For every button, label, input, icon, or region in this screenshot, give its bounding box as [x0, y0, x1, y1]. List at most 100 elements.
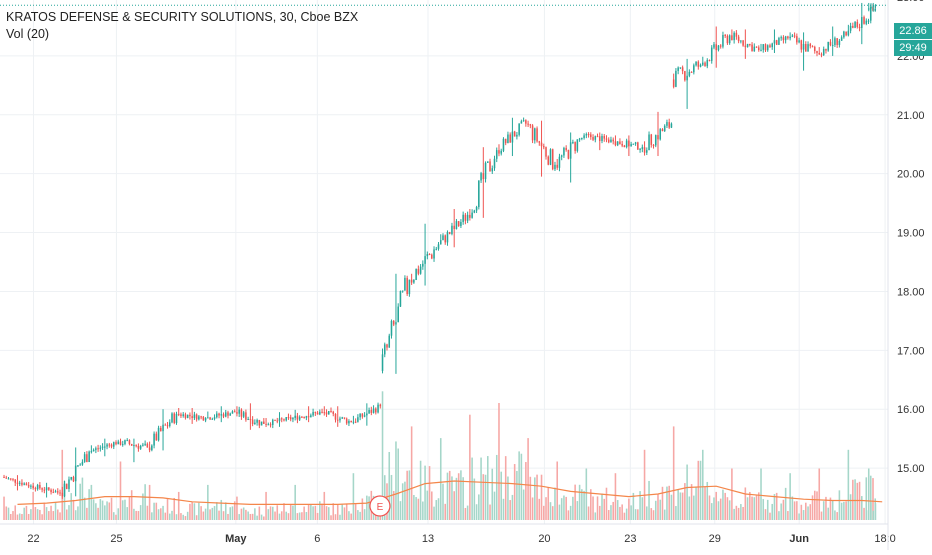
volume-bar — [643, 449, 646, 520]
candle-body — [632, 143, 635, 145]
candle-body — [36, 485, 39, 490]
candle-body — [587, 134, 590, 136]
candle-body — [670, 123, 673, 128]
volume-bar — [681, 492, 684, 520]
candle-body — [749, 43, 751, 45]
volume-bar — [675, 506, 677, 520]
candle-body — [135, 445, 137, 447]
volume-bar — [487, 456, 489, 520]
volume-bar — [106, 501, 108, 520]
volume-bar — [740, 504, 742, 520]
candle-body — [14, 479, 17, 483]
candle-body — [104, 446, 106, 448]
volume-bar — [222, 511, 225, 520]
candle-body — [578, 138, 581, 140]
candle-body — [106, 444, 108, 447]
candle-body — [775, 40, 778, 45]
candle-body — [852, 25, 854, 28]
candle-body — [742, 40, 744, 46]
volume-bar — [352, 473, 355, 520]
candle-body — [596, 136, 599, 138]
candle-body — [493, 158, 496, 169]
candle-body — [661, 129, 664, 132]
volume-bar — [475, 504, 478, 520]
candle-body — [498, 150, 500, 154]
candle-body — [509, 134, 511, 143]
candle-body — [576, 139, 579, 151]
volume-bar — [594, 512, 597, 520]
volume-bar — [726, 497, 729, 520]
volume-bar — [45, 507, 48, 520]
candle-body — [491, 168, 494, 172]
candle-body — [258, 419, 261, 426]
volume-bar — [607, 510, 610, 520]
volume-bar — [731, 468, 733, 520]
volume-bar — [567, 510, 570, 520]
candle-body — [263, 421, 265, 424]
candle-body — [348, 420, 350, 424]
earnings-marker[interactable]: E — [369, 495, 391, 517]
volume-bar — [762, 499, 765, 520]
candle-body — [204, 418, 207, 421]
candle-body — [719, 45, 722, 47]
volume-bar — [469, 414, 471, 520]
price-axis-label: 23.00 — [897, 0, 925, 4]
volume-bar — [101, 500, 104, 520]
volume-bar — [160, 508, 162, 520]
candle-body — [460, 221, 462, 226]
volume-bar — [585, 468, 588, 520]
price-axis-label: 16.00 — [897, 404, 925, 416]
volume-bar — [869, 475, 872, 520]
symbol-title[interactable]: KRATOS DEFENSE & SECURITY SOLUTIONS, 30,… — [6, 10, 359, 24]
candle-body — [198, 416, 200, 420]
candle-body — [287, 417, 290, 419]
candle-body — [251, 419, 254, 424]
volume-bar — [818, 468, 821, 520]
volume-bar — [742, 506, 744, 520]
volume-bar — [18, 513, 21, 520]
volume-bar — [209, 509, 211, 520]
candle-body — [854, 22, 856, 28]
date-axis-label: 22 — [27, 533, 39, 545]
volume-bar — [70, 493, 73, 520]
volume-bar — [672, 426, 675, 520]
last-price-tag: 22.86 — [894, 23, 932, 39]
volume-bar — [646, 506, 648, 520]
volume-bar — [27, 513, 30, 520]
volume-bar — [838, 490, 841, 520]
candle-body — [245, 412, 247, 420]
volume-indicator-label[interactable]: Vol (20) — [6, 27, 50, 41]
candle-body — [260, 421, 263, 426]
volume-bar — [435, 500, 438, 520]
candle-body — [289, 417, 292, 420]
volume-bar — [23, 507, 25, 520]
volume-bar — [771, 503, 773, 520]
volume-bar — [39, 509, 41, 520]
date-axis-label: May — [225, 533, 247, 545]
candle-body — [330, 410, 332, 412]
price-axis-label: 20.00 — [897, 169, 925, 181]
volume-bar — [757, 492, 760, 520]
candle-body — [637, 142, 639, 150]
date-axis-label: 6 — [314, 533, 320, 545]
candle-body — [639, 148, 641, 150]
volume-bar — [171, 510, 173, 520]
candle-body — [619, 141, 621, 144]
volume-bar — [314, 505, 317, 520]
candle-body — [628, 140, 630, 147]
volume-bar — [872, 478, 874, 520]
volume-bar — [715, 491, 718, 520]
candle-body — [502, 138, 505, 151]
candle-body — [870, 6, 872, 9]
volume-bar — [511, 494, 514, 520]
volume-bar — [679, 492, 682, 520]
candle-body — [43, 489, 46, 491]
candle-body — [92, 449, 95, 452]
volume-bar — [231, 506, 234, 520]
candle-body — [222, 414, 225, 417]
volume-bar — [296, 513, 299, 520]
candle-body — [453, 225, 455, 230]
candle-body — [171, 413, 173, 423]
